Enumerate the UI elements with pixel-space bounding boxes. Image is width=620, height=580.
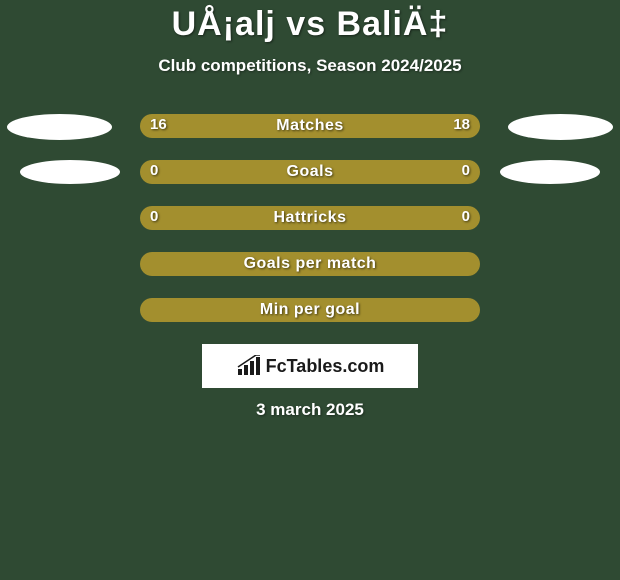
stat-bar: Matches xyxy=(140,114,480,138)
stat-value-right: 18 xyxy=(453,116,470,133)
main-container: UÅ¡alj vs BaliÄ‡ Club competitions, Seas… xyxy=(0,0,620,420)
stats-container: Matches 16 18 Goals 0 0 Hattricks 0 0 Goals per m… xyxy=(0,114,620,322)
branding-box: FcTables.com xyxy=(202,344,418,388)
stat-row: Min per goal xyxy=(0,298,620,322)
stat-bar: Goals xyxy=(140,160,480,184)
player-right-ellipse xyxy=(508,114,613,140)
stat-label: Hattricks xyxy=(274,209,347,227)
stat-bar: Hattricks xyxy=(140,206,480,230)
comparison-title: UÅ¡alj vs BaliÄ‡ xyxy=(0,5,620,44)
stat-label: Min per goal xyxy=(260,301,360,319)
stat-value-left: 0 xyxy=(150,162,158,179)
season-subtitle: Club competitions, Season 2024/2025 xyxy=(0,56,620,76)
branding-text: FcTables.com xyxy=(266,356,385,377)
stat-bar: Min per goal xyxy=(140,298,480,322)
stat-row: Goals per match xyxy=(0,252,620,276)
player-left-ellipse xyxy=(7,114,112,140)
player-left-ellipse xyxy=(20,160,120,184)
stat-label: Goals xyxy=(287,163,334,181)
stat-row: Matches 16 18 xyxy=(0,114,620,138)
stat-row: Hattricks 0 0 xyxy=(0,206,620,230)
date-label: 3 march 2025 xyxy=(0,400,620,420)
stat-label: Goals per match xyxy=(244,255,377,273)
stat-value-left: 0 xyxy=(150,208,158,225)
stat-bar: Goals per match xyxy=(140,252,480,276)
stat-row: Goals 0 0 xyxy=(0,160,620,184)
stat-label: Matches xyxy=(276,117,344,135)
stat-value-right: 0 xyxy=(462,208,470,225)
player-right-ellipse xyxy=(500,160,600,184)
chart-icon xyxy=(236,355,262,377)
stat-value-left: 16 xyxy=(150,116,167,133)
stat-value-right: 0 xyxy=(462,162,470,179)
